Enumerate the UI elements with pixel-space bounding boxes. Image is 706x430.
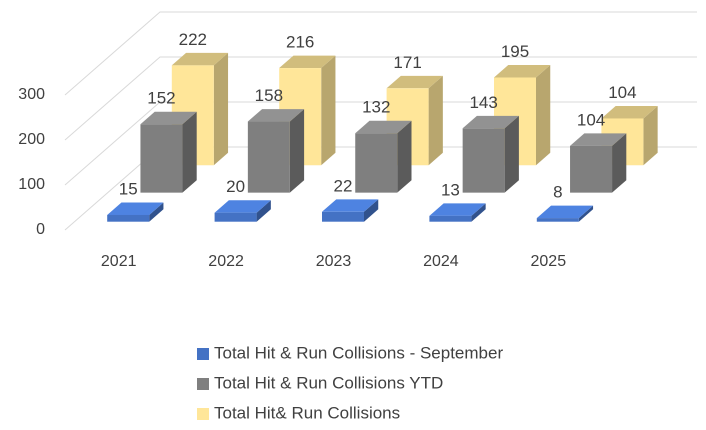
x-tick-label: 2021 bbox=[101, 253, 137, 270]
bar-side bbox=[321, 55, 336, 166]
bar bbox=[429, 203, 486, 222]
bar-side bbox=[397, 120, 412, 193]
value-label: 143 bbox=[469, 93, 497, 112]
bar-side bbox=[256, 200, 271, 222]
value-label: 152 bbox=[147, 89, 175, 108]
legend-swatch bbox=[197, 408, 209, 420]
bar-top bbox=[429, 203, 486, 216]
bar-front bbox=[107, 214, 150, 222]
bar bbox=[247, 109, 305, 193]
bar-top bbox=[247, 109, 305, 122]
value-label: 13 bbox=[441, 180, 460, 199]
bar-side bbox=[643, 106, 658, 166]
bar-top bbox=[322, 199, 379, 212]
bar-side bbox=[364, 199, 379, 222]
bar bbox=[214, 200, 271, 222]
legend-label: Total Hit & Run Collisions YTD bbox=[214, 373, 443, 392]
legend-label: Total Hit & Run Collisions - September bbox=[214, 343, 503, 362]
bar-top bbox=[355, 120, 412, 134]
bar-front bbox=[322, 211, 364, 222]
bar-front bbox=[140, 124, 183, 193]
legend-label: Total Hit& Run Collisions bbox=[214, 403, 400, 422]
bar-top bbox=[171, 52, 229, 66]
bar-top bbox=[536, 205, 594, 219]
value-label: 195 bbox=[501, 42, 529, 61]
value-label: 104 bbox=[608, 83, 636, 102]
bar-top bbox=[279, 55, 336, 69]
bar-front bbox=[570, 145, 613, 193]
bar bbox=[322, 199, 379, 222]
y-tick-label: 200 bbox=[18, 131, 45, 148]
bar-side bbox=[612, 133, 627, 193]
bar-side bbox=[504, 115, 519, 193]
value-label: 104 bbox=[577, 110, 605, 129]
bar-side bbox=[471, 203, 486, 222]
bar-front bbox=[462, 128, 505, 193]
x-tick-label: 2025 bbox=[531, 253, 567, 270]
bar-side bbox=[289, 109, 305, 193]
value-label: 158 bbox=[255, 86, 283, 105]
bar-side bbox=[428, 75, 443, 166]
value-label: 132 bbox=[362, 98, 390, 117]
bar-top bbox=[107, 202, 164, 215]
bar bbox=[570, 133, 627, 193]
bar-side bbox=[149, 202, 164, 222]
grid-line bbox=[64, 56, 697, 141]
bar-front bbox=[536, 218, 579, 222]
bar bbox=[171, 52, 229, 166]
bar-top bbox=[140, 111, 197, 125]
bar-top bbox=[386, 75, 443, 89]
bar-side bbox=[213, 52, 229, 166]
bar bbox=[462, 115, 519, 193]
x-tick-label: 2023 bbox=[316, 253, 352, 270]
value-label: 22 bbox=[334, 176, 353, 195]
bar bbox=[140, 111, 197, 193]
grid-line bbox=[64, 11, 697, 96]
bar-side bbox=[536, 65, 551, 166]
y-tick-label: 0 bbox=[36, 221, 45, 238]
bar-front bbox=[355, 133, 398, 193]
bar bbox=[107, 202, 164, 222]
value-label: 222 bbox=[179, 30, 207, 49]
bar-top bbox=[494, 65, 551, 78]
x-tick-label: 2022 bbox=[208, 253, 244, 270]
value-label: 20 bbox=[226, 177, 245, 196]
x-tick-label: 2024 bbox=[423, 253, 459, 270]
bar-top bbox=[601, 106, 658, 119]
bar-side bbox=[182, 111, 197, 193]
y-tick-label: 100 bbox=[18, 176, 45, 193]
bar-top bbox=[462, 115, 519, 129]
bar-front bbox=[429, 215, 472, 222]
value-label: 15 bbox=[119, 179, 138, 198]
bar-front bbox=[214, 212, 257, 222]
value-label: 8 bbox=[553, 183, 562, 202]
value-label: 216 bbox=[286, 33, 314, 52]
bar bbox=[536, 205, 594, 222]
bar-front bbox=[247, 121, 290, 193]
bar bbox=[355, 120, 412, 193]
legend-swatch bbox=[197, 378, 209, 390]
y-tick-label: 300 bbox=[18, 86, 45, 103]
bar-top bbox=[214, 200, 271, 213]
value-label: 171 bbox=[393, 53, 421, 72]
legend-swatch bbox=[197, 348, 209, 360]
bar-top bbox=[570, 133, 627, 146]
bar-side bbox=[578, 205, 594, 222]
